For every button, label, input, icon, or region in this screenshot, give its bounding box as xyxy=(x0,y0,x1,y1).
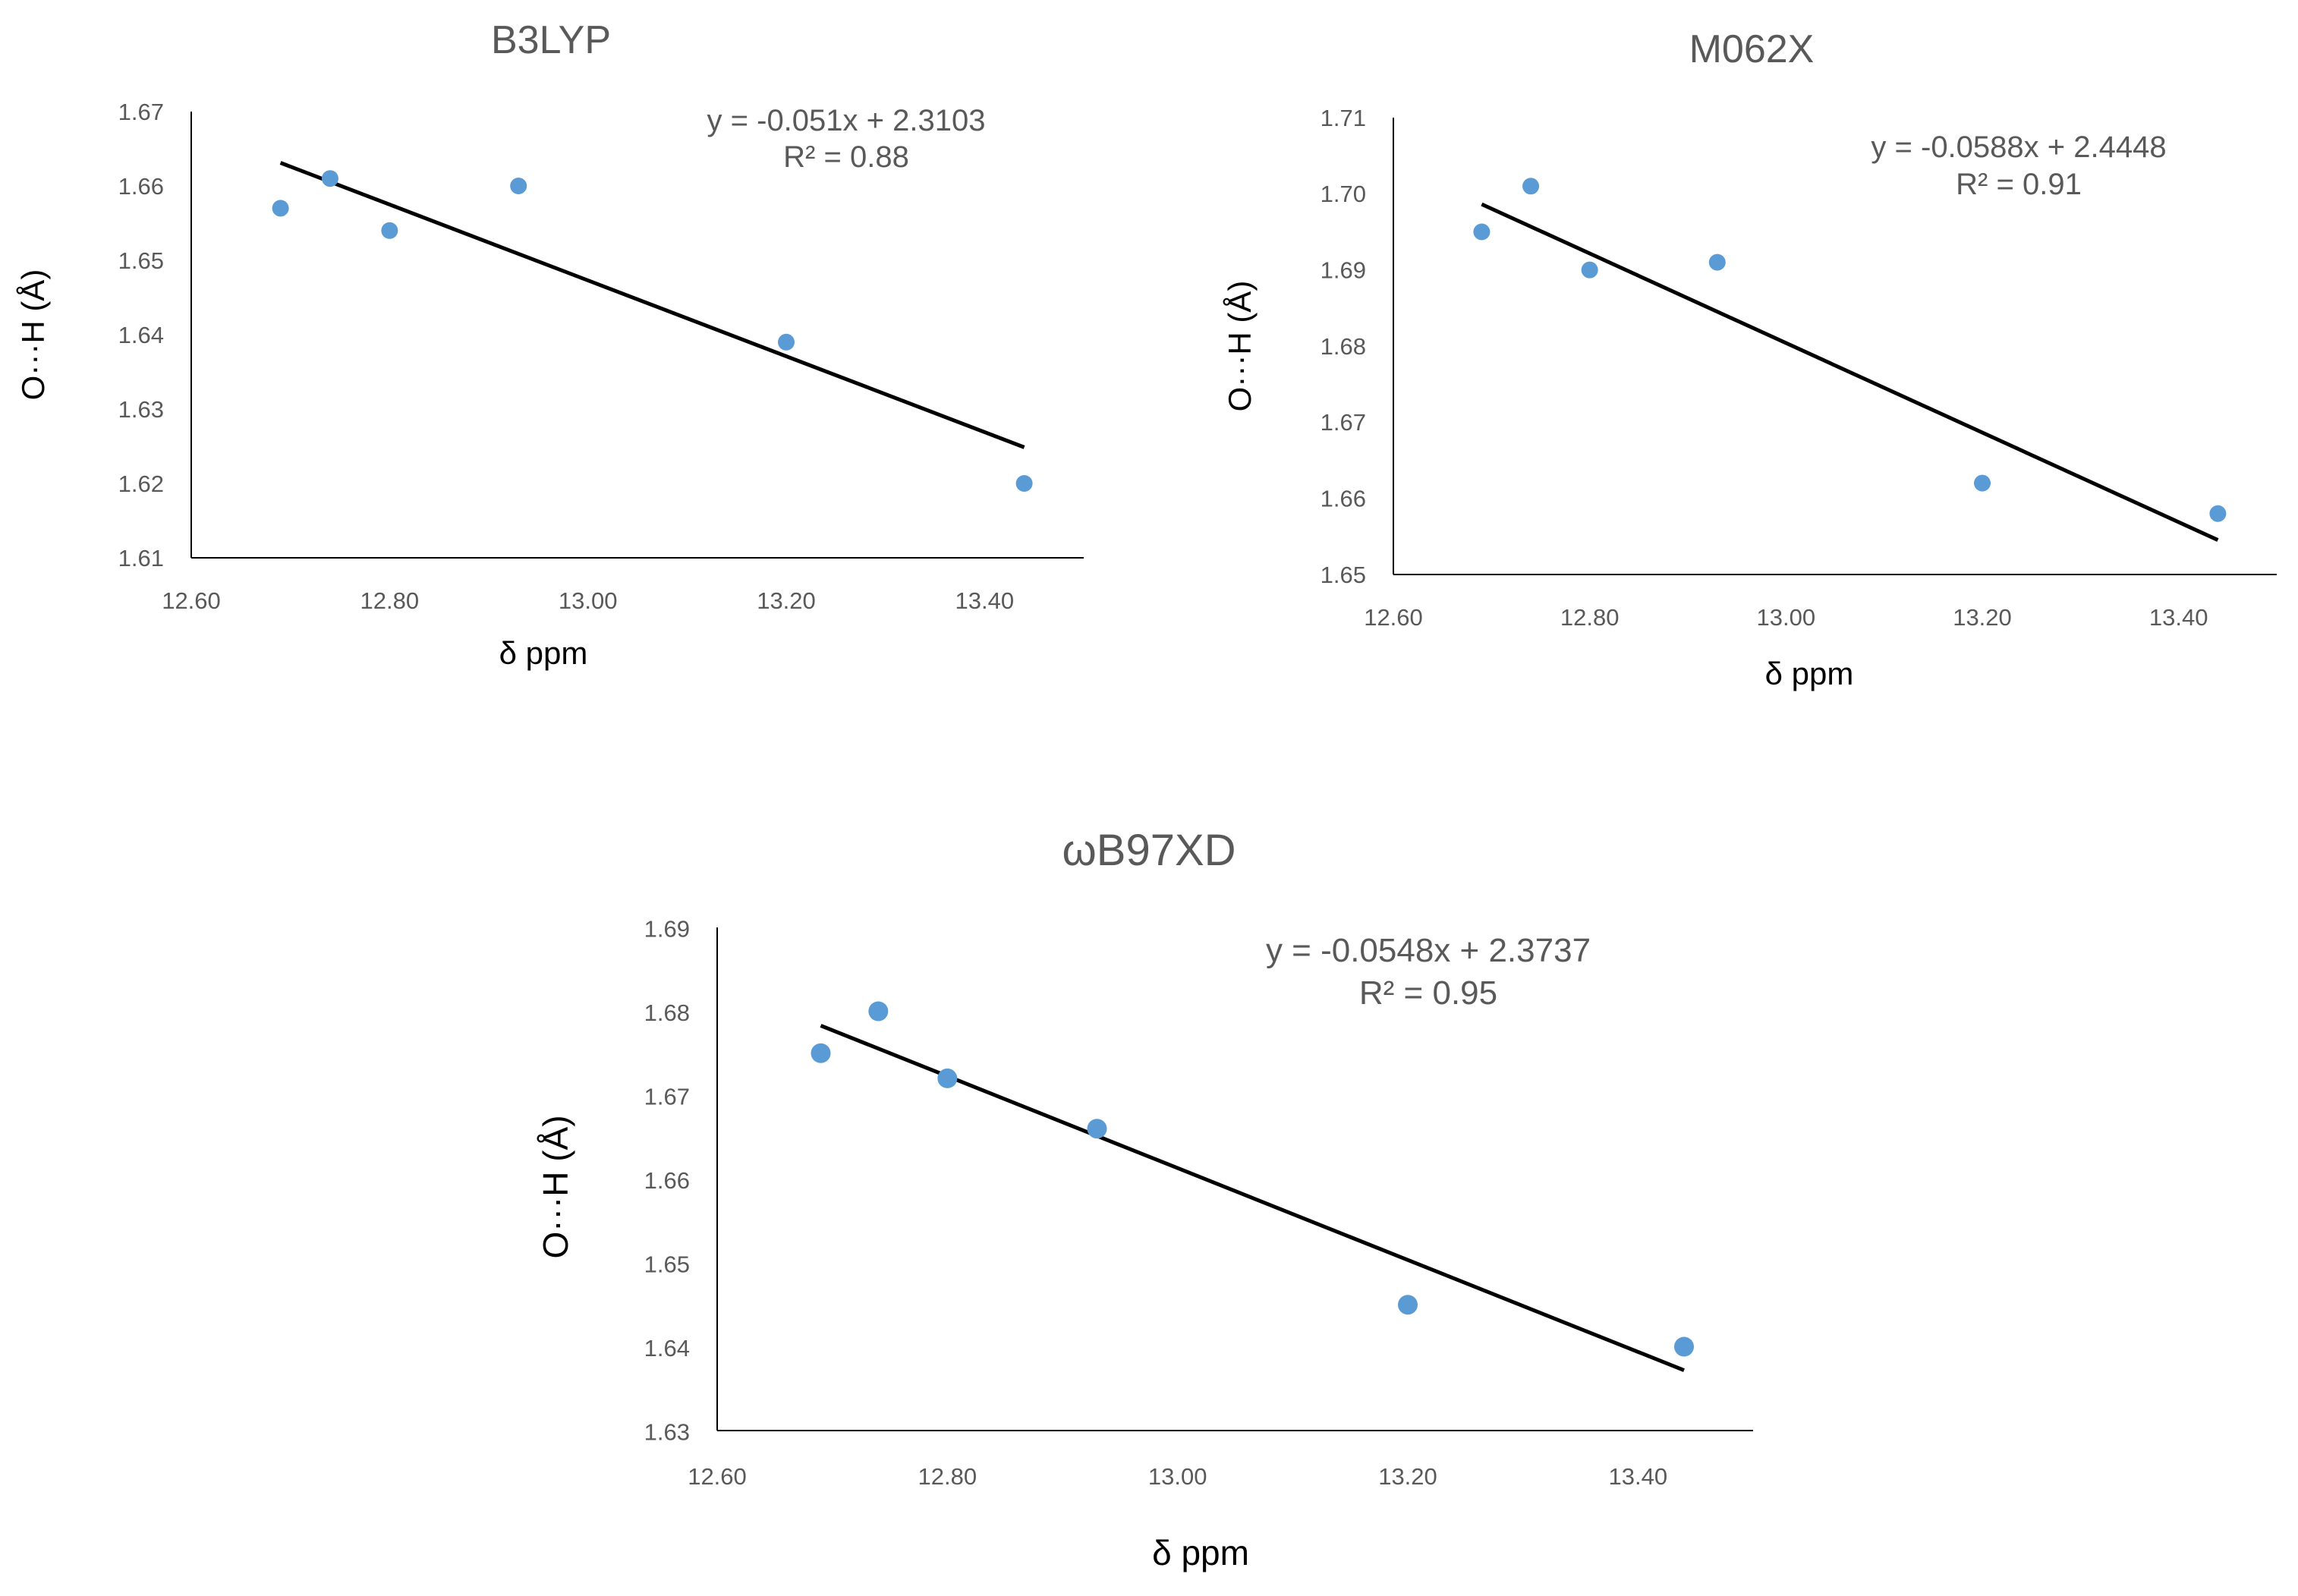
data-point xyxy=(381,222,398,239)
y-tick-label: 1.61 xyxy=(118,545,164,571)
y-tick-label: 1.62 xyxy=(118,471,164,497)
trendline xyxy=(279,161,1025,449)
x-axis-label: δ ppm xyxy=(1765,656,1854,691)
data-point xyxy=(1398,1295,1418,1315)
x-tick-label: 13.40 xyxy=(1609,1463,1668,1490)
x-tick-label: 13.00 xyxy=(1757,604,1816,631)
x-tick-label: 12.80 xyxy=(360,587,420,614)
x-tick-label: 13.40 xyxy=(2149,604,2208,631)
x-tick-label: 12.60 xyxy=(688,1463,747,1490)
y-tick-label: 1.65 xyxy=(118,247,164,274)
x-axis-label: δ ppm xyxy=(1152,1533,1249,1572)
y-tick-label: 1.65 xyxy=(1321,562,1366,588)
chart-title: M062X xyxy=(1689,27,1815,71)
chart-wb97xd: ωB97XD 1.63 1.64 1.65 1.66 1.67 1.68 1.69 12.60 1… xyxy=(536,826,1753,1572)
data-point xyxy=(1015,475,1033,492)
chart-title: ωB97XD xyxy=(1062,826,1236,875)
trendline xyxy=(820,1024,1685,1372)
y-tick-label: 1.70 xyxy=(1321,181,1366,207)
y-tick-label: 1.68 xyxy=(644,999,690,1026)
trendline xyxy=(1481,202,2219,542)
trendline-equation: y = -0.051x + 2.3103 xyxy=(707,104,986,137)
data-point xyxy=(510,178,527,194)
y-tick-label: 1.67 xyxy=(118,99,164,125)
y-tick-label: 1.65 xyxy=(644,1251,690,1277)
data-point xyxy=(1674,1336,1694,1357)
trendline-equation: y = -0.0588x + 2.4448 xyxy=(1871,131,2166,164)
data-point xyxy=(937,1068,958,1088)
x-tick-label: 13.40 xyxy=(955,587,1015,614)
x-tick-label: 13.20 xyxy=(757,587,816,614)
y-tick-label: 1.64 xyxy=(118,322,164,348)
data-point xyxy=(1473,223,1491,241)
data-point xyxy=(1708,253,1726,271)
y-tick-label: 1.68 xyxy=(1321,333,1366,360)
x-tick-label: 12.60 xyxy=(1364,604,1423,631)
y-tick-label: 1.66 xyxy=(1321,486,1366,512)
y-tick-label: 1.63 xyxy=(644,1418,690,1445)
y-axis-label: O···H (Å) xyxy=(536,1115,575,1258)
y-tick-label: 1.71 xyxy=(1321,105,1366,131)
x-tick-label: 12.80 xyxy=(1560,604,1620,631)
data-point xyxy=(2209,505,2227,522)
chart-title: B3LYP xyxy=(491,18,611,62)
y-axis-label: O···H (Å) xyxy=(1222,281,1258,412)
y-tick-label: 1.66 xyxy=(118,173,164,200)
data-point xyxy=(272,200,289,217)
chart-m062x: M062X 1.65 1.66 1.67 1.68 1.69 1.70 1.71 12.60 12… xyxy=(1222,27,2277,691)
trendline-equation: y = -0.0548x + 2.3737 xyxy=(1266,932,1591,969)
data-point xyxy=(1087,1119,1107,1139)
x-tick-label: 12.60 xyxy=(162,587,221,614)
y-tick-label: 1.69 xyxy=(644,915,690,942)
y-axis-label: O···H (Å) xyxy=(15,269,51,401)
data-point xyxy=(321,170,338,187)
x-tick-label: 12.80 xyxy=(918,1463,977,1490)
y-tick-label: 1.64 xyxy=(644,1335,690,1361)
data-point xyxy=(1581,261,1598,279)
x-tick-label: 13.00 xyxy=(559,587,618,614)
data-point xyxy=(868,1001,889,1022)
data-point xyxy=(778,333,795,351)
data-point xyxy=(811,1043,831,1063)
data-point xyxy=(1974,474,1991,492)
x-tick-label: 13.20 xyxy=(1953,604,2012,631)
x-axis-label: δ ppm xyxy=(499,635,588,671)
y-tick-label: 1.67 xyxy=(644,1083,690,1110)
r-squared-label: R² = 0.91 xyxy=(1956,168,2082,201)
chart-b3lyp: B3LYP 1.61 1.62 1.63 1.64 1.65 1.66 1.67 12.60 12… xyxy=(15,18,1084,671)
y-tick-label: 1.66 xyxy=(644,1167,690,1194)
data-point xyxy=(1522,178,1540,195)
r-squared-label: R² = 0.88 xyxy=(783,140,909,174)
y-tick-label: 1.63 xyxy=(118,396,164,423)
r-squared-label: R² = 0.95 xyxy=(1359,974,1497,1012)
y-tick-label: 1.69 xyxy=(1321,257,1366,284)
x-tick-label: 13.00 xyxy=(1148,1463,1207,1490)
y-tick-label: 1.67 xyxy=(1321,409,1366,436)
x-tick-label: 13.20 xyxy=(1378,1463,1437,1490)
